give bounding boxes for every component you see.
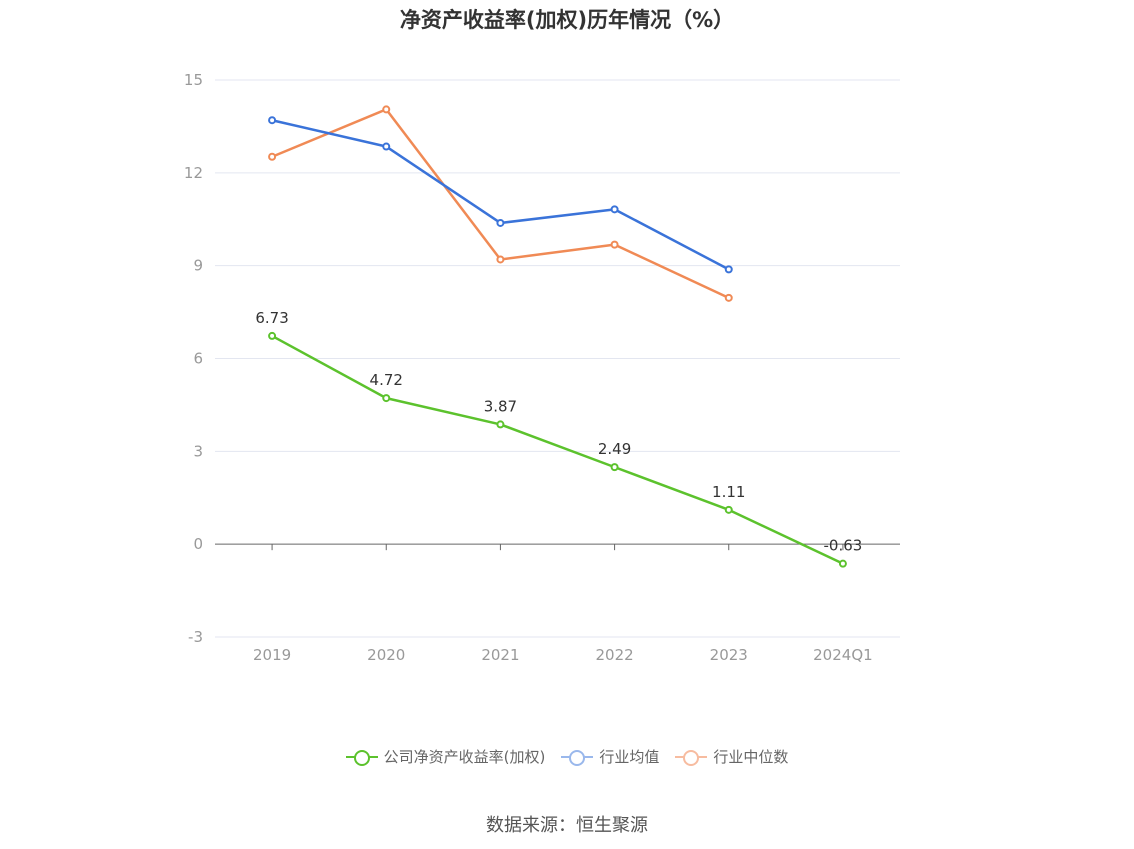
x-tick-label: 2022 [595,646,633,664]
data-point[interactable] [268,331,277,340]
legend-swatch-icon [675,747,708,767]
x-tick-label: 2019 [253,646,291,664]
x-tick-label: 2023 [710,646,748,664]
data-point[interactable] [610,463,619,472]
legend-swatch-icon [561,747,594,767]
x-tick-label: 2020 [367,646,405,664]
data-point[interactable] [268,152,277,161]
y-tick-label: 3 [193,442,203,460]
data-point[interactable] [724,505,733,514]
y-tick-label: 15 [184,71,203,89]
legend-label: 公司净资产收益率(加权) [383,748,546,766]
series-lines [268,105,847,568]
data-point[interactable] [496,255,505,264]
grid-lines [215,79,900,638]
x-tick-label: 2021 [481,646,519,664]
legend-item[interactable]: 行业中位数 [675,746,788,767]
chart-title: 净资产收益率(加权)历年情况（%） [399,8,735,32]
data-point[interactable] [724,293,733,302]
legend-label: 行业中位数 [713,748,789,766]
data-point[interactable] [382,142,391,151]
series-line [271,108,730,299]
data-label: 2.49 [598,440,631,458]
data-point[interactable] [382,394,391,403]
data-point[interactable] [496,420,505,429]
data-point[interactable] [496,218,505,227]
series-line [271,119,730,271]
y-tick-label: -3 [188,628,203,646]
data-point[interactable] [382,105,391,114]
data-label: 3.87 [484,397,517,415]
legend-item[interactable]: 公司净资产收益率(加权) [345,746,546,767]
legend-swatch-icon [345,747,378,767]
series-line [271,334,844,565]
x-tick-label: 2024Q1 [813,646,873,664]
data-label: 4.72 [370,371,403,389]
data-point[interactable] [724,265,733,274]
axes: -3 0 3 6 9 12 15 2019 2020 2021 2022 2023 2024Q1 [184,71,900,664]
data-point[interactable] [610,205,619,214]
y-tick-label: 12 [184,164,203,182]
data-labels: 6.73 4.72 3.87 2.49 1.11 -0.63 [255,309,862,555]
legend: 公司净资产收益率(加权) 行业均值 行业中位数 [0,746,1134,767]
data-point[interactable] [610,240,619,249]
legend-label: 行业均值 [599,748,660,766]
data-point[interactable] [268,116,277,125]
source-note: 数据来源：恒生聚源 [486,815,648,836]
data-label: 1.11 [712,483,745,501]
y-tick-label: 0 [193,535,203,553]
legend-item[interactable]: 行业均值 [561,746,659,767]
data-label: 6.73 [255,309,288,327]
y-tick-label: 9 [193,257,203,275]
data-label: -0.63 [824,537,863,555]
data-point[interactable] [838,559,847,568]
y-tick-label: 6 [193,350,203,368]
